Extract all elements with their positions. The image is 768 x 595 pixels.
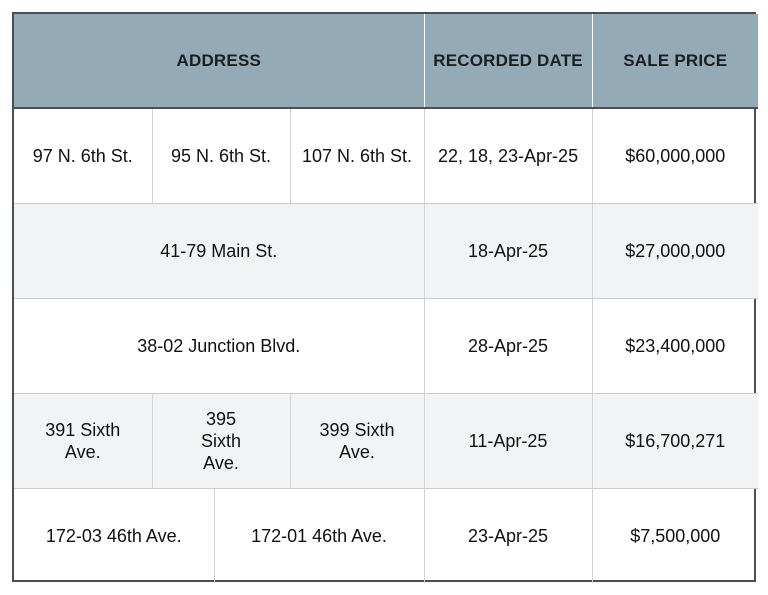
address-cell: 395 Sixth Ave. — [152, 393, 291, 489]
sale-price-cell: $23,400,000 — [592, 298, 759, 394]
address-cell: 95 N. 6th St. — [152, 108, 291, 204]
table-row: 97 N. 6th St. 95 N. 6th St. 107 N. 6th S… — [14, 108, 759, 204]
address-cell: 172-01 46th Ave. — [214, 488, 425, 583]
recorded-date-cell: 11-Apr-25 — [424, 393, 593, 489]
header-address: ADDRESS — [14, 14, 425, 109]
sale-price-cell: $7,500,000 — [630, 525, 721, 546]
table-row: 391 Sixth Ave. 395 Sixth Ave. 399 Sixth … — [14, 393, 759, 489]
address-cell: 399 Sixth Ave. — [290, 393, 425, 489]
recorded-date-cell: 18-Apr-25 — [424, 203, 593, 299]
address-cell: 38-02 Junction Blvd. — [14, 298, 425, 394]
sale-price-cell: $27,000,000 — [592, 203, 759, 299]
recorded-date-cell: 22, 18, 23-Apr-25 — [424, 108, 593, 204]
address-cell: 97 N. 6th St. — [14, 108, 153, 204]
recorded-date-cell: 28-Apr-25 — [424, 298, 593, 394]
table-row: 172-03 46th Ave. 172-01 46th Ave. 23-Apr… — [14, 488, 758, 583]
recorded-date-cell: 23-Apr-25 — [424, 488, 593, 583]
address-cell: 391 Sixth Ave. — [14, 393, 153, 489]
table-row: 38-02 Junction Blvd. 28-Apr-25 $23,400,0… — [14, 298, 759, 394]
sale-price-cell: $16,700,271 — [592, 393, 759, 489]
address-cell: 172-03 46th Ave. — [14, 488, 215, 583]
sale-price-cell: $60,000,000 — [592, 108, 759, 204]
address-cell: 41-79 Main St. — [14, 203, 425, 299]
sales-table: ADDRESS RECORDED DATE SALE PRICE 97 N. 6… — [14, 14, 759, 583]
sales-table-frame: ADDRESS RECORDED DATE SALE PRICE 97 N. 6… — [12, 12, 759, 583]
header-sale-price: SALE PRICE — [592, 14, 759, 109]
header-row: ADDRESS RECORDED DATE SALE PRICE — [14, 14, 759, 109]
header-recorded-date: RECORDED DATE — [424, 14, 593, 109]
table-row: 41-79 Main St. 18-Apr-25 $27,000,000 — [14, 203, 759, 299]
address-cell: 107 N. 6th St. — [290, 108, 425, 204]
